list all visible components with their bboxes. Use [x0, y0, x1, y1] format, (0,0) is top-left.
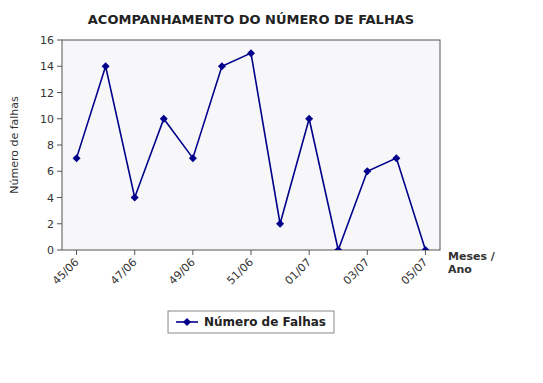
y-tick-label: 2 [47, 218, 54, 231]
legend-item: Número de Falhas [176, 315, 326, 329]
y-tick-label: 0 [47, 244, 54, 257]
y-tick-label: 12 [40, 87, 54, 100]
x-tick-label: 47/06 [108, 256, 140, 288]
y-tick-label: 6 [47, 165, 54, 178]
point-marker [305, 115, 313, 123]
x-axis-label-line: Ano [448, 263, 472, 276]
x-axis-label: Meses /Ano [448, 250, 496, 276]
y-tick [57, 118, 62, 119]
point-marker [131, 194, 139, 202]
x-tick-label: 49/06 [166, 256, 198, 288]
y-axis-label: Número de falhas [8, 96, 21, 194]
x-axis: 45/06 47/06 49/06 51/06 01/07 03/07 05/07 [50, 250, 431, 287]
y-tick [57, 66, 62, 67]
y-tick [57, 250, 62, 251]
y-tick-label: 8 [47, 139, 54, 152]
point-marker [73, 154, 81, 162]
series-line [77, 53, 426, 250]
x-tick [425, 250, 426, 255]
x-tick [251, 250, 252, 255]
y-tick [57, 40, 62, 41]
x-tick [367, 250, 368, 255]
legend-label: Número de Falhas [204, 315, 326, 329]
y-axis: 0 2 4 6 8 10 12 14 16 [40, 34, 62, 257]
point-marker [421, 246, 429, 250]
y-tick-label: 4 [47, 192, 54, 205]
y-tick [57, 223, 62, 224]
y-tick [57, 197, 62, 198]
x-tick-label: 03/07 [341, 256, 373, 288]
legend-marker [183, 318, 191, 326]
y-tick-label: 10 [40, 113, 54, 126]
point-marker [189, 154, 197, 162]
legend: Número de Falhas [168, 311, 334, 333]
point-marker [334, 246, 342, 250]
y-tick-label: 16 [40, 34, 54, 47]
y-tick [57, 145, 62, 146]
x-tick-label: 05/07 [399, 256, 431, 288]
point-marker [160, 115, 168, 123]
point-marker [392, 154, 400, 162]
chart-title: ACOMPANHAMENTO DO NÚMERO DE FALHAS [88, 12, 414, 27]
point-marker [363, 167, 371, 175]
point-marker [276, 220, 284, 228]
point-marker [247, 49, 255, 57]
point-marker [218, 62, 226, 70]
x-tick [76, 250, 77, 255]
x-tick-label: 01/07 [282, 256, 314, 288]
chart-container: 0 2 4 6 8 10 12 14 16 45/06 47/06 49/06 51/06 01/07 03… [0, 0, 543, 383]
x-tick-label: 51/06 [224, 256, 256, 288]
y-tick-label: 14 [40, 60, 54, 73]
x-tick-label: 45/06 [50, 256, 82, 288]
point-marker [102, 62, 110, 70]
legend-box [168, 311, 334, 333]
plot-frame [62, 40, 440, 250]
x-tick [309, 250, 310, 255]
marks [73, 49, 430, 250]
y-tick [57, 92, 62, 93]
x-axis-label-line: Meses / [448, 250, 496, 263]
y-tick [57, 171, 62, 172]
x-tick [134, 250, 135, 255]
x-tick [192, 250, 193, 255]
plot-background [62, 40, 440, 250]
chart-svg: 0 2 4 6 8 10 12 14 16 45/06 47/06 49/06 51/06 01/07 03… [0, 0, 543, 383]
